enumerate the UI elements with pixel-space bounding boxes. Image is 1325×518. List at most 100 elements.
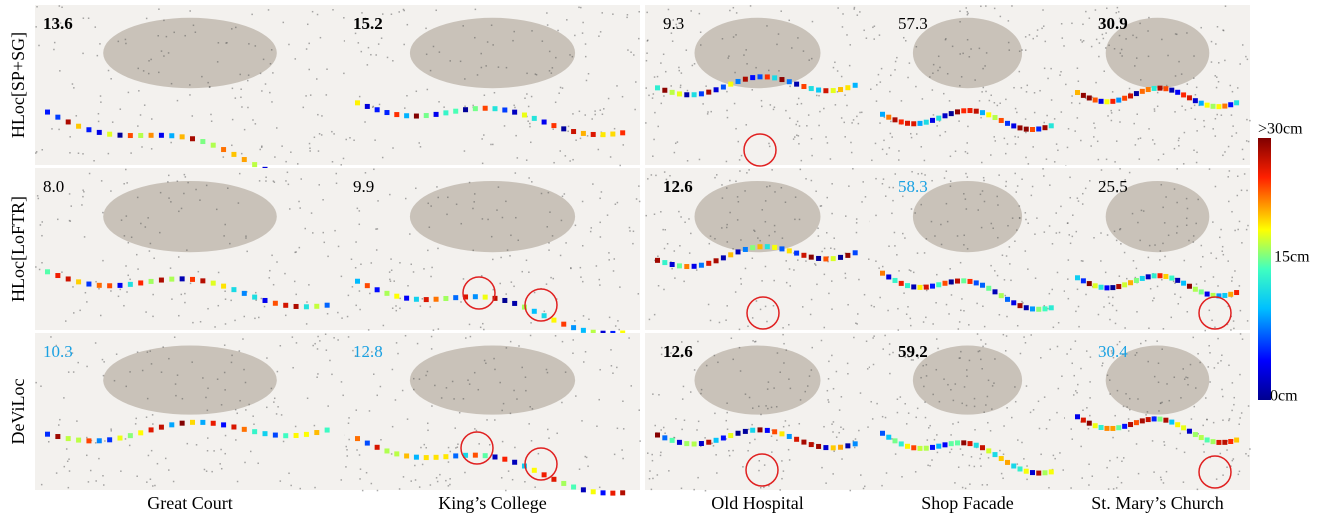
point-cloud-dot	[86, 437, 88, 439]
point-cloud-dot	[903, 37, 905, 39]
point-cloud-dot	[1035, 277, 1037, 279]
point-cloud-dot	[663, 95, 665, 97]
point-cloud-dot	[938, 56, 940, 58]
point-cloud-dot	[382, 157, 384, 159]
point-cloud-dot	[1066, 353, 1068, 355]
trajectory-marker	[620, 490, 625, 495]
point-cloud-dot	[936, 338, 938, 340]
trajectory-marker	[893, 278, 898, 283]
point-cloud-dot	[174, 336, 176, 338]
point-cloud-dot	[129, 445, 131, 447]
point-cloud-dot	[1095, 82, 1097, 84]
point-cloud-dot	[837, 91, 839, 93]
point-cloud-dot	[735, 291, 737, 293]
point-cloud-dot	[1004, 138, 1006, 140]
point-cloud-dot	[195, 31, 197, 33]
trajectory-marker	[483, 106, 488, 111]
row-label: DeViLoc	[8, 379, 28, 445]
point-cloud-dot	[824, 274, 826, 276]
point-cloud-dot	[268, 9, 270, 11]
point-cloud-dot	[586, 80, 588, 82]
point-cloud-dot	[1177, 226, 1179, 228]
trajectory-marker	[414, 455, 419, 460]
point-cloud-dot	[526, 73, 528, 75]
trajectory-marker	[424, 297, 429, 302]
point-cloud-dot	[469, 182, 471, 184]
point-cloud-dot	[944, 177, 946, 179]
trajectory-marker	[993, 115, 998, 120]
point-cloud-dot	[959, 21, 961, 23]
point-cloud-dot	[41, 235, 43, 237]
point-cloud-dot	[1215, 135, 1217, 137]
point-cloud-dot	[690, 10, 692, 12]
point-cloud-dot	[326, 94, 328, 96]
point-cloud-dot	[990, 430, 992, 432]
point-cloud-dot	[963, 193, 965, 195]
point-cloud-dot	[801, 160, 803, 162]
point-cloud-dot	[64, 466, 66, 468]
trajectory-marker	[128, 433, 133, 438]
trajectory-marker	[591, 132, 596, 137]
point-cloud-dot	[288, 184, 290, 186]
point-cloud-dot	[865, 196, 867, 198]
trajectory-marker	[794, 437, 799, 442]
point-cloud-dot	[499, 283, 501, 285]
point-cloud-dot	[979, 350, 981, 352]
trajectory-marker	[670, 262, 675, 267]
point-cloud-dot	[41, 221, 43, 223]
point-cloud-dot	[1121, 55, 1123, 57]
point-cloud-dot	[1002, 255, 1004, 257]
point-cloud-dot	[687, 90, 689, 92]
trajectory-marker	[1104, 426, 1109, 431]
point-cloud-dot	[232, 88, 234, 90]
point-cloud-dot	[449, 484, 451, 486]
point-cloud-dot	[362, 490, 364, 492]
trajectory-marker	[149, 279, 154, 284]
trajectory-marker	[1187, 284, 1192, 289]
point-cloud-dot	[1153, 471, 1155, 473]
trajectory-marker	[434, 455, 439, 460]
point-cloud-dot	[177, 374, 179, 376]
point-cloud-dot	[359, 96, 361, 98]
point-cloud-dot	[1129, 172, 1131, 174]
point-cloud-dot	[1191, 108, 1193, 110]
point-cloud-dot	[177, 100, 179, 102]
point-cloud-dot	[244, 462, 246, 464]
point-cloud-dot	[634, 109, 636, 111]
point-cloud-dot	[1154, 244, 1156, 246]
point-cloud-dot	[460, 301, 462, 303]
point-cloud-dot	[843, 428, 845, 430]
point-cloud-dot	[854, 7, 856, 9]
trajectory-marker	[728, 82, 733, 87]
point-cloud-dot	[967, 39, 969, 41]
point-cloud-dot	[1021, 49, 1023, 51]
point-cloud-dot	[910, 270, 912, 272]
point-cloud-dot	[1135, 144, 1137, 146]
point-cloud-dot	[894, 69, 896, 71]
point-cloud-dot	[1049, 293, 1051, 295]
trajectory-marker	[1134, 278, 1139, 283]
point-cloud-dot	[967, 14, 969, 16]
point-cloud-dot	[797, 37, 799, 39]
point-cloud-dot	[1247, 320, 1249, 322]
point-cloud-dot	[651, 454, 653, 456]
point-cloud-dot	[996, 196, 998, 198]
point-cloud-dot	[189, 10, 191, 12]
trajectory-marker	[242, 157, 247, 162]
trajectory-marker	[211, 143, 216, 148]
point-cloud-dot	[59, 419, 61, 421]
point-cloud-dot	[1140, 343, 1142, 345]
point-cloud-dot	[232, 119, 234, 121]
point-cloud-dot	[184, 174, 186, 176]
point-cloud-dot	[1085, 11, 1087, 13]
point-cloud-dot	[947, 221, 949, 223]
trajectory-marker	[736, 431, 741, 436]
point-cloud-dot	[204, 469, 206, 471]
point-cloud-dot	[235, 439, 237, 441]
point-cloud-dot	[548, 192, 550, 194]
point-cloud-dot	[862, 181, 864, 183]
point-cloud-dot	[646, 12, 648, 14]
point-cloud-dot	[1173, 281, 1175, 283]
point-cloud-dot	[319, 133, 321, 135]
point-cloud-dot	[738, 141, 740, 143]
